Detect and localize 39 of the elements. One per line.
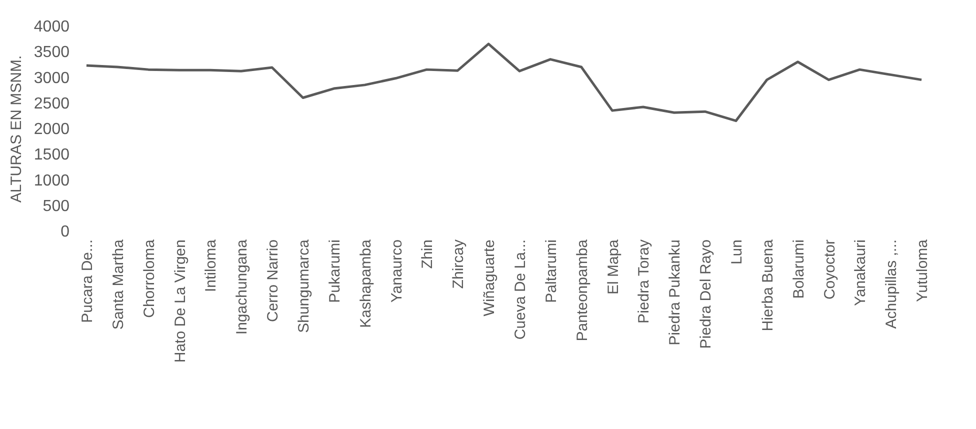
y-tick-label: 3500 xyxy=(34,44,70,62)
x-tick-label: Panteonpamba xyxy=(574,238,591,342)
x-tick-label: Cerro Narrio xyxy=(264,240,282,322)
x-tick-label: Ingachungana xyxy=(234,238,251,335)
line-series xyxy=(85,42,923,122)
x-tick-label: Bolarumi xyxy=(790,240,808,299)
x-tick-label: Cueva De La... xyxy=(512,240,529,340)
y-tick-label: 500 xyxy=(42,198,70,215)
y-tick-label: 1500 xyxy=(34,146,70,164)
x-tick-label: Yanaurco xyxy=(388,240,406,303)
y-tick-label: 4000 xyxy=(34,18,70,36)
x-tick-label: Zhin xyxy=(419,240,436,269)
x-tick-label: Pucara De... xyxy=(78,240,96,323)
x-tick-label: Kashapamba xyxy=(357,238,374,328)
x-tick-label: El Mapa xyxy=(604,238,622,295)
x-tick-label: Santa Martha xyxy=(110,238,127,330)
x-tick-label: Zhircay xyxy=(450,239,468,289)
x-tick-label: Coyoctor xyxy=(821,240,838,300)
x-tick-label: Paltarumi xyxy=(542,240,560,303)
y-tick-label: 2500 xyxy=(34,95,70,112)
x-tick-label: Piedra Toray xyxy=(636,239,653,324)
x-tick-label: Lun xyxy=(728,240,746,265)
x-tick-label: Hierba Buena xyxy=(759,238,776,332)
x-tick-label: Chorroloma xyxy=(140,238,158,318)
x-tick-label: Pukarumi xyxy=(326,240,344,303)
x-tick-label: Piedra Pukanku xyxy=(666,240,684,346)
x-tick-label: Intiloma xyxy=(202,238,220,292)
y-tick-label: 2000 xyxy=(34,121,70,138)
x-tick-label: Yutuloma xyxy=(914,238,932,302)
x-tick-label: Yanakauri xyxy=(852,240,870,306)
y-tick-label: 0 xyxy=(60,224,70,240)
y-tick-label: 1000 xyxy=(34,172,70,190)
x-tick-label: Piedra Del Rayo xyxy=(698,240,715,349)
x-tick-label: Achupillas ,... xyxy=(883,240,900,329)
x-tick-label: Shungumarca xyxy=(295,238,312,333)
y-tick-label: 3000 xyxy=(34,70,70,87)
x-tick-label: Hato De La Virgen xyxy=(172,240,189,363)
x-tick-label: Wiñaguarte xyxy=(481,240,498,316)
y-axis-title: ALTURAS EN MSNM. xyxy=(8,55,25,203)
